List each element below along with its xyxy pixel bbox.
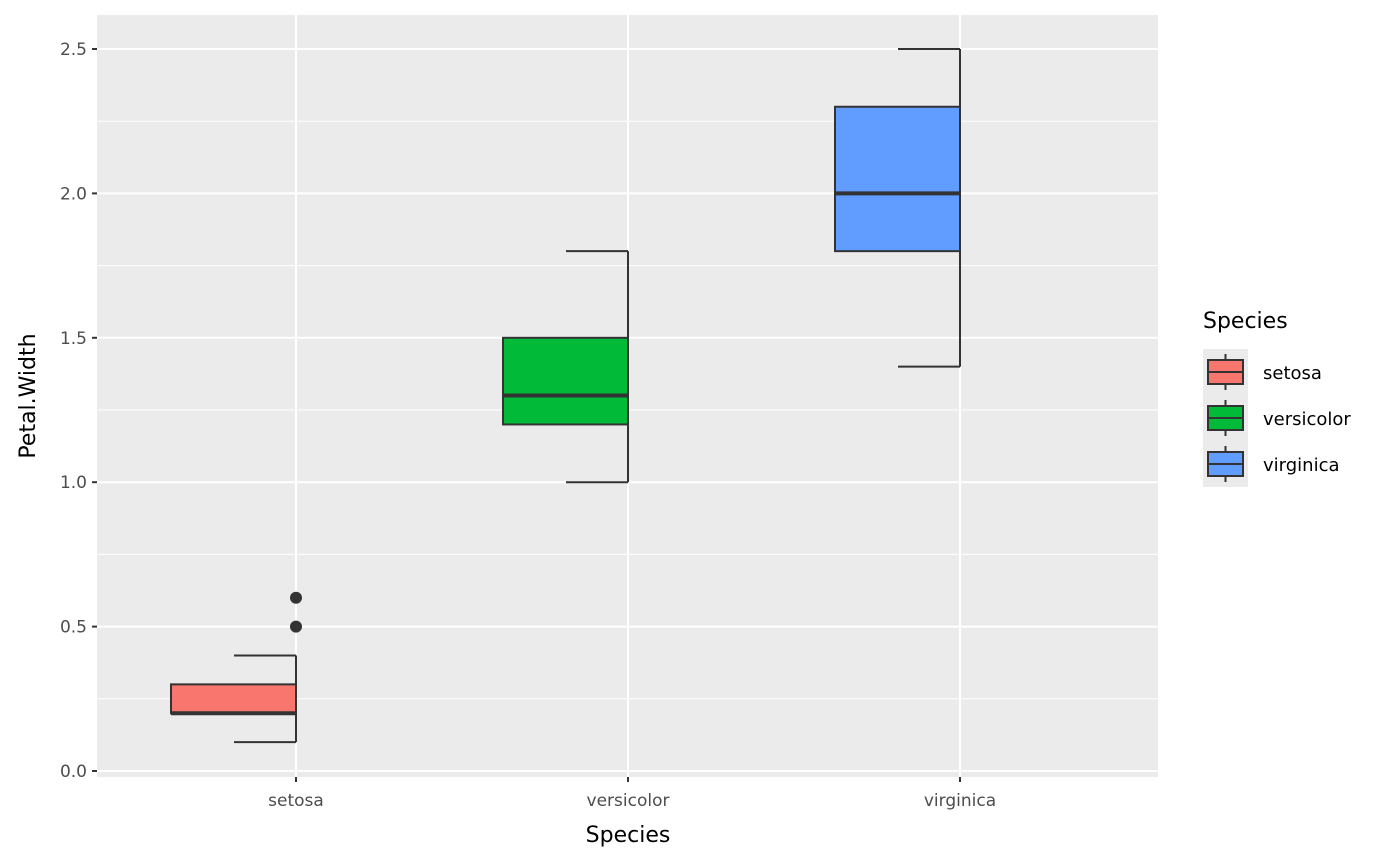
box-versicolor bbox=[502, 250, 629, 484]
y-tick-label: 1.5 bbox=[60, 329, 87, 349]
y-tick-label: 0.5 bbox=[60, 618, 87, 638]
legend-label: setosa bbox=[1263, 363, 1322, 384]
y-tick-label: 1.0 bbox=[60, 473, 87, 493]
box-iqr bbox=[170, 683, 297, 715]
y-tick-label: 0.0 bbox=[60, 762, 87, 782]
box-virginica bbox=[834, 48, 961, 368]
legend-title: Species bbox=[1203, 309, 1288, 334]
y-tick-label: 2.5 bbox=[60, 40, 87, 60]
x-axis-title: Species bbox=[586, 823, 671, 848]
legend-label: virginica bbox=[1263, 455, 1340, 476]
legend: setosa versicolor virginica bbox=[1203, 349, 1351, 487]
box-setosa bbox=[170, 591, 302, 744]
outlier-point bbox=[290, 620, 302, 633]
x-tick-label: virginica bbox=[924, 791, 996, 811]
box-iqr bbox=[502, 336, 629, 426]
x-tick-label: versicolor bbox=[587, 791, 670, 811]
legend-label: versicolor bbox=[1263, 409, 1351, 430]
y-tick-label: 2.0 bbox=[60, 184, 87, 204]
box-iqr bbox=[834, 105, 961, 253]
y-axis-title: Petal.Width bbox=[16, 333, 41, 458]
x-tick-label: setosa bbox=[268, 791, 324, 811]
outlier-point bbox=[290, 591, 302, 604]
